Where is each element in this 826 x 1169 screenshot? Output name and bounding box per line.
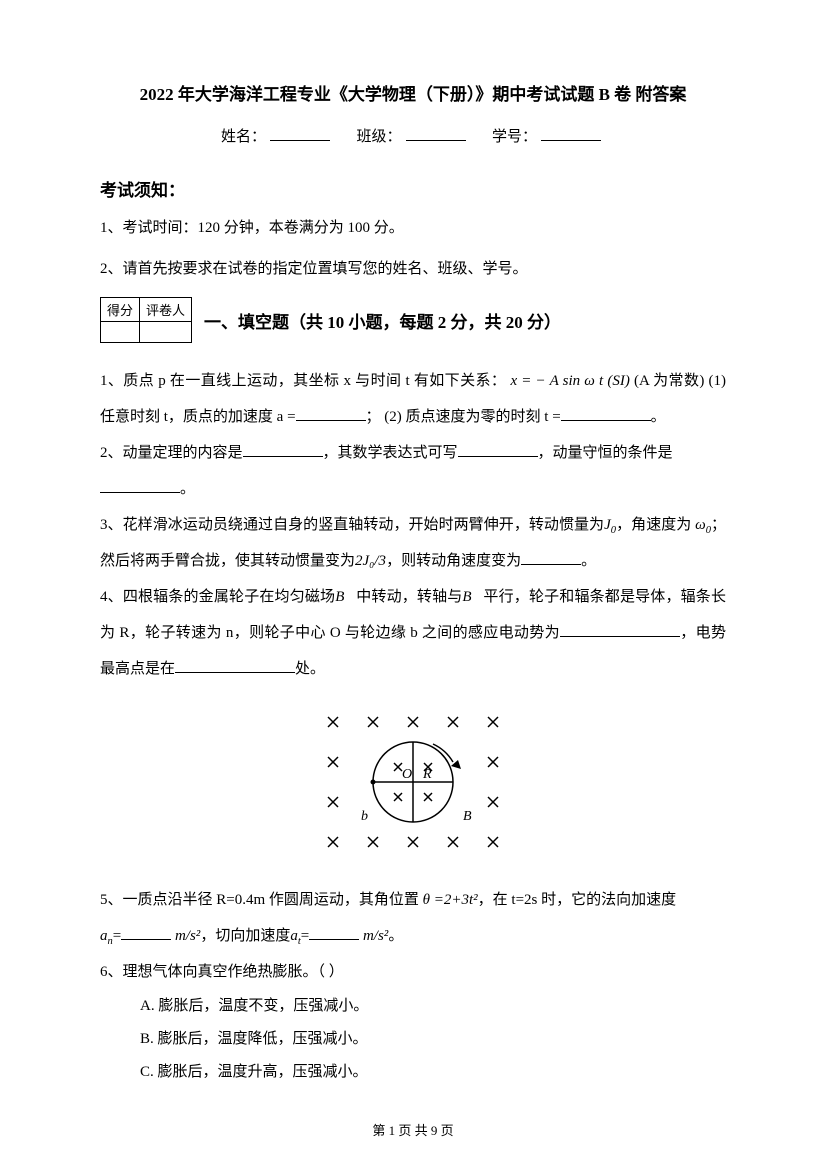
student-info-line: 姓名： 班级： 学号： bbox=[100, 125, 726, 146]
q2-mid2: ，动量守恒的条件是 bbox=[538, 445, 673, 461]
q1-post2: ； (2) 质点速度为零的时刻 t = bbox=[366, 409, 561, 425]
q4-pre: 4、四根辐条的金属轮子在均匀磁场 bbox=[100, 589, 335, 605]
notice-item-2: 2、请首先按要求在试卷的指定位置填写您的姓名、班级、学号。 bbox=[100, 256, 726, 283]
q5-unit2: m/s² bbox=[363, 928, 388, 944]
q6-option-b: B. 膨胀后，温度降低，压强减小。 bbox=[140, 1023, 726, 1056]
q3-frac: 2J₀/3 bbox=[355, 553, 386, 569]
q5-at: at bbox=[290, 928, 300, 944]
rotation-arc bbox=[433, 744, 453, 762]
score-col2: 评卷人 bbox=[140, 298, 192, 322]
label-b: b bbox=[361, 809, 368, 824]
question-2: 2、动量定理的内容是 ，其数学表达式可写 ，动量守恒的条件是 。 bbox=[100, 435, 726, 507]
score-col1: 得分 bbox=[101, 298, 140, 322]
q3-pre: 3、花样滑冰运动员绕通过自身的竖直轴转动，开始时两臂伸开，转动惯量为 bbox=[100, 517, 604, 533]
q2-mid1: ，其数学表达式可写 bbox=[323, 445, 458, 461]
q6-option-c: C. 膨胀后，温度升高，压强减小。 bbox=[140, 1056, 726, 1089]
score-blank2[interactable] bbox=[140, 322, 192, 343]
q2-blank2[interactable] bbox=[458, 442, 538, 457]
q5-unit1: m/s² bbox=[175, 928, 200, 944]
q4-b2: B⃗ bbox=[462, 589, 483, 605]
notice-item-1: 1、考试时间：120 分钟，本卷满分为 100 分。 bbox=[100, 215, 726, 242]
q5-blank1[interactable] bbox=[121, 925, 171, 940]
q5-end: 。 bbox=[388, 928, 403, 944]
question-1: 1、质点 p 在一直线上运动，其坐标 x 与时间 t 有如下关系： x = − … bbox=[100, 363, 726, 435]
q4-end: 处。 bbox=[295, 661, 325, 677]
q2-blank3[interactable] bbox=[100, 478, 180, 493]
exam-title: 2022 年大学海洋工程专业《大学物理（下册）》期中考试试题 B 卷 附答案 bbox=[100, 80, 726, 105]
b-point bbox=[371, 780, 376, 785]
label-R: R bbox=[422, 767, 432, 782]
q2-pre: 2、动量定理的内容是 bbox=[100, 445, 243, 461]
q5-an: an bbox=[100, 928, 113, 944]
wheel-b-field-svg: O R b B⃗ bbox=[303, 702, 523, 862]
name-label: 姓名： bbox=[221, 129, 266, 145]
q1-post3: 。 bbox=[651, 409, 666, 425]
section-1-header: 得分 评卷人 一、填空题（共 10 小题，每题 2 分，共 20 分） bbox=[100, 297, 726, 343]
q4-mid1: 中转动，转轴与 bbox=[356, 589, 462, 605]
q5-mid2: ，切向加速度 bbox=[200, 928, 290, 944]
q4-blank1[interactable] bbox=[560, 622, 680, 637]
q2-end: 。 bbox=[180, 481, 195, 497]
notice-heading: 考试须知： bbox=[100, 176, 726, 201]
q5-eq2: = bbox=[301, 928, 309, 944]
q3-w0: ω0 bbox=[695, 517, 711, 533]
score-blank1[interactable] bbox=[101, 322, 140, 343]
q5-blank2[interactable] bbox=[309, 925, 359, 940]
q3-mid3: ，则转动角速度变为 bbox=[386, 553, 521, 569]
class-label: 班级： bbox=[356, 129, 401, 145]
score-box: 得分 评卷人 bbox=[100, 297, 192, 343]
q3-j0: J0 bbox=[604, 517, 616, 533]
q5-theta: θ =2+3t² bbox=[423, 892, 478, 908]
q4-blank2[interactable] bbox=[175, 658, 295, 673]
q4-b1: B⃗ bbox=[335, 589, 356, 605]
q1-blank1[interactable] bbox=[296, 406, 366, 421]
q6-stem: 6、理想气体向真空作绝热膨胀。（ ） bbox=[100, 964, 344, 980]
question-3: 3、花样滑冰运动员绕通过自身的竖直轴转动，开始时两臂伸开，转动惯量为J0，角速度… bbox=[100, 507, 726, 579]
label-B: B⃗ bbox=[463, 809, 482, 824]
q1-blank2[interactable] bbox=[561, 406, 651, 421]
page-footer: 第 1 页 共 9 页 bbox=[0, 1120, 826, 1139]
question-5: 5、一质点沿半径 R=0.4m 作圆周运动，其角位置 θ =2+3t²，在 t=… bbox=[100, 882, 726, 954]
q5-pre: 5、一质点沿半径 R=0.4m 作圆周运动，其角位置 bbox=[100, 892, 419, 908]
q3-mid1: ，角速度为 bbox=[616, 517, 691, 533]
question-6: 6、理想气体向真空作绝热膨胀。（ ） A. 膨胀后，温度不变，压强减小。 B. … bbox=[100, 954, 726, 1089]
name-blank[interactable] bbox=[270, 140, 330, 141]
id-blank[interactable] bbox=[541, 140, 601, 141]
q4-diagram: O R b B⃗ bbox=[100, 702, 726, 867]
id-label: 学号： bbox=[492, 129, 537, 145]
label-O: O bbox=[402, 767, 412, 782]
q3-blank[interactable] bbox=[521, 550, 581, 565]
question-4: 4、四根辐条的金属轮子在均匀磁场B⃗中转动，转轴与B⃗平行，轮子和辐条都是导体，… bbox=[100, 579, 726, 687]
section-1-title: 一、填空题（共 10 小题，每题 2 分，共 20 分） bbox=[204, 308, 561, 333]
q1-formula: x = − A sin ω t (SI) bbox=[510, 373, 629, 389]
q5-eq1: = bbox=[113, 928, 121, 944]
q3-end: 。 bbox=[581, 553, 596, 569]
q5-mid1: ，在 t=2s 时，它的法向加速度 bbox=[478, 892, 676, 908]
q2-blank1[interactable] bbox=[243, 442, 323, 457]
q6-option-a: A. 膨胀后，温度不变，压强减小。 bbox=[140, 990, 726, 1023]
q1-pre: 1、质点 p 在一直线上运动，其坐标 x 与时间 t 有如下关系： bbox=[100, 373, 506, 389]
class-blank[interactable] bbox=[406, 140, 466, 141]
